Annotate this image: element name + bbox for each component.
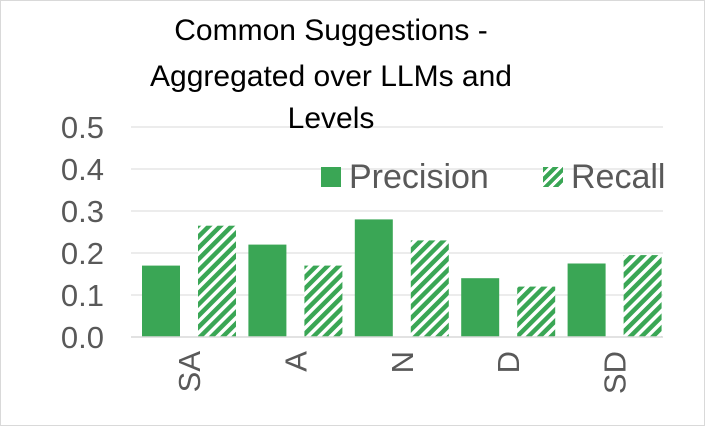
legend-label-precision: Precision bbox=[349, 157, 489, 196]
bar-precision-sa bbox=[142, 265, 180, 337]
legend-item-precision: Precision bbox=[321, 157, 489, 197]
bar-recall-sa bbox=[198, 225, 236, 337]
chart-title-line-2: Aggregated over LLMs and bbox=[150, 60, 512, 93]
bar-precision-d bbox=[461, 278, 500, 337]
x-tick-label: SA bbox=[172, 351, 207, 393]
x-tick-label: N bbox=[385, 351, 420, 373]
y-tick-label: 0.3 bbox=[61, 194, 104, 229]
bar-recall-n bbox=[410, 240, 449, 337]
y-tick-label: 0.5 bbox=[61, 110, 104, 145]
bar-precision-n bbox=[354, 219, 393, 337]
axes: 0.0 0.1 0.2 0.3 0.4 0.5 SA A N D SD bbox=[61, 110, 663, 394]
bar-recall-a bbox=[304, 265, 343, 337]
y-tick-label: 0.0 bbox=[61, 320, 104, 355]
y-tick-label: 0.4 bbox=[61, 152, 104, 187]
bar-precision-a bbox=[248, 244, 287, 337]
bar-recall-sd bbox=[623, 255, 662, 337]
chart-title-line-1: Common Suggestions - bbox=[174, 14, 488, 47]
y-tick-label: 0.1 bbox=[61, 278, 104, 313]
x-tick-label: SD bbox=[598, 351, 633, 394]
legend-item-recall: Recall bbox=[543, 157, 665, 197]
chart-title-line-3: Levels bbox=[287, 102, 375, 135]
legend-swatch-recall bbox=[543, 167, 563, 187]
legend-swatch-precision bbox=[321, 167, 341, 187]
bar-precision-sd bbox=[567, 263, 606, 337]
y-tick-label: 0.2 bbox=[61, 236, 104, 271]
x-tick-label: D bbox=[491, 351, 526, 373]
bar-recall-d bbox=[517, 286, 556, 337]
x-tick-label: A bbox=[278, 351, 313, 372]
bars bbox=[142, 219, 662, 337]
legend-label-recall: Recall bbox=[571, 157, 666, 196]
